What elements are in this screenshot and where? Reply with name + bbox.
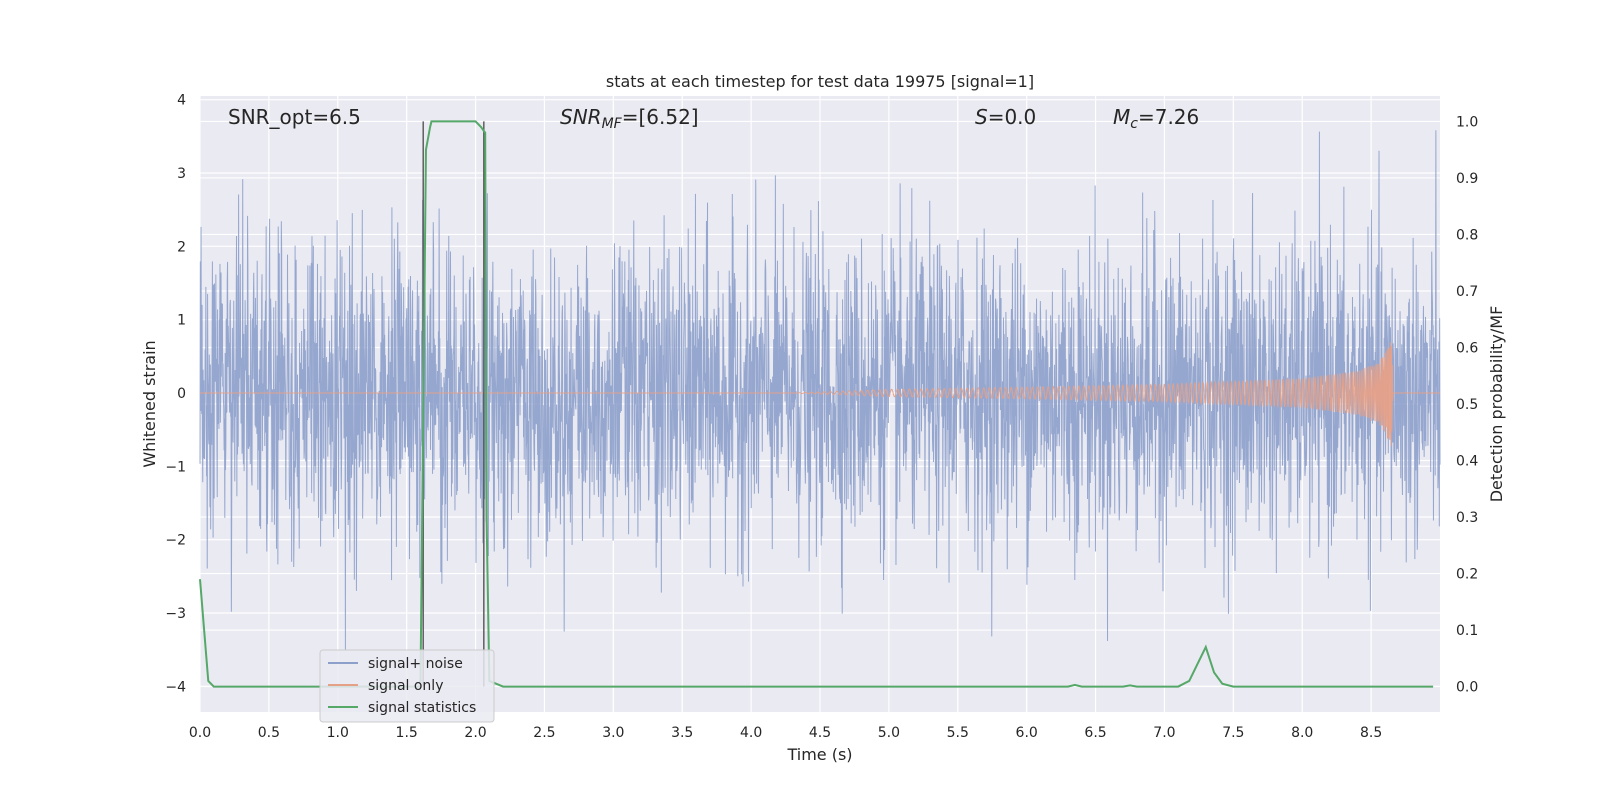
y-tick-label-right: 0.6: [1456, 340, 1478, 356]
y-tick-label-right: 0.7: [1456, 284, 1478, 300]
y-tick-label-left: 1: [177, 313, 186, 329]
y-tick-label-right: 0.2: [1456, 567, 1478, 583]
x-tick-label: 6.0: [1016, 725, 1038, 741]
mc-main: M: [1113, 105, 1130, 129]
y-tick-label-right: 0.8: [1456, 227, 1478, 243]
x-tick-label: 7.5: [1222, 725, 1244, 741]
legend-label-signal-only: signal only: [368, 678, 443, 694]
x-tick-label: 8.5: [1360, 725, 1382, 741]
mc-sub: c: [1130, 116, 1138, 132]
y-tick-label-left: −2: [165, 533, 186, 549]
x-axis-label: Time (s): [786, 745, 852, 764]
y-axis-label-left: Whitened strain: [140, 340, 159, 467]
snr-mf-main: SNR: [560, 105, 602, 129]
x-tick-label: 4.0: [740, 725, 762, 741]
y-tick-label-left: −1: [165, 459, 186, 475]
series-signal-noise: [199, 130, 1441, 651]
y-tick-label-left: −3: [165, 606, 186, 622]
x-tick-label: 2.5: [533, 725, 555, 741]
y-tick-label-left: −4: [165, 679, 186, 695]
y-tick-label-left: 2: [177, 239, 186, 255]
x-tick-label: 0.0: [189, 725, 211, 741]
y-tick-label-right: 0.3: [1456, 510, 1478, 526]
y-tick-label-right: 0.4: [1456, 454, 1478, 470]
annotation-s: S=0.0: [975, 105, 1036, 129]
y-tick-label-right: 0.0: [1456, 680, 1478, 696]
snr-mf-sub: MF: [602, 116, 623, 132]
y-tick-label-left: 4: [177, 93, 186, 109]
x-tick-label: 6.5: [1084, 725, 1106, 741]
signal-only-line: [200, 342, 1440, 447]
signal-noise-line: [199, 130, 1441, 651]
y-axis-label-right: Detection probability/MF: [1487, 306, 1506, 503]
legend: signal+ noise signal only signal statist…: [319, 649, 495, 723]
x-tick-label: 3.0: [602, 725, 624, 741]
annotation-snr-opt: SNR_opt=6.5: [228, 105, 361, 129]
legend-label-signal-statistics: signal statistics: [368, 700, 476, 716]
y-tick-label-left: 3: [177, 166, 186, 182]
annotation-mc: Mc=7.26: [1113, 105, 1199, 132]
chart-title: stats at each timestep for test data 199…: [606, 72, 1034, 91]
x-tick-label: 5.0: [878, 725, 900, 741]
x-tick-label: 7.0: [1153, 725, 1175, 741]
legend-box: [319, 649, 495, 723]
x-tick-label: 1.5: [396, 725, 418, 741]
s-value: =0.0: [988, 105, 1037, 129]
mc-value: =7.26: [1138, 105, 1199, 129]
axis-ticks: 0.0 0.5 1.0 1.5 2.0 2.5 3.0 3.5 4.0 4.5 5.0 5.5 6.0 6…: [165, 93, 1478, 741]
x-tick-label: 2.0: [464, 725, 486, 741]
x-tick-label: 8.0: [1291, 725, 1313, 741]
snr-mf-value: =[6.52]: [622, 105, 699, 129]
legend-label-signal-noise: signal+ noise: [368, 656, 463, 672]
x-tick-label: 4.5: [809, 725, 831, 741]
y-tick-label-right: 1.0: [1456, 114, 1478, 130]
y-tick-label-left: 0: [177, 386, 186, 402]
y-tick-label-right: 0.5: [1456, 397, 1478, 413]
x-tick-label: 5.5: [947, 725, 969, 741]
x-tick-label: 1.0: [327, 725, 349, 741]
s-symbol: S: [975, 105, 988, 129]
series-signal-only: [200, 342, 1440, 447]
x-tick-label: 3.5: [671, 725, 693, 741]
y-tick-label-right: 0.1: [1456, 623, 1478, 639]
annotation-snr-mf: SNRMF=[6.52]: [560, 105, 699, 132]
y-tick-label-right: 0.9: [1456, 171, 1478, 187]
x-tick-label: 0.5: [258, 725, 280, 741]
